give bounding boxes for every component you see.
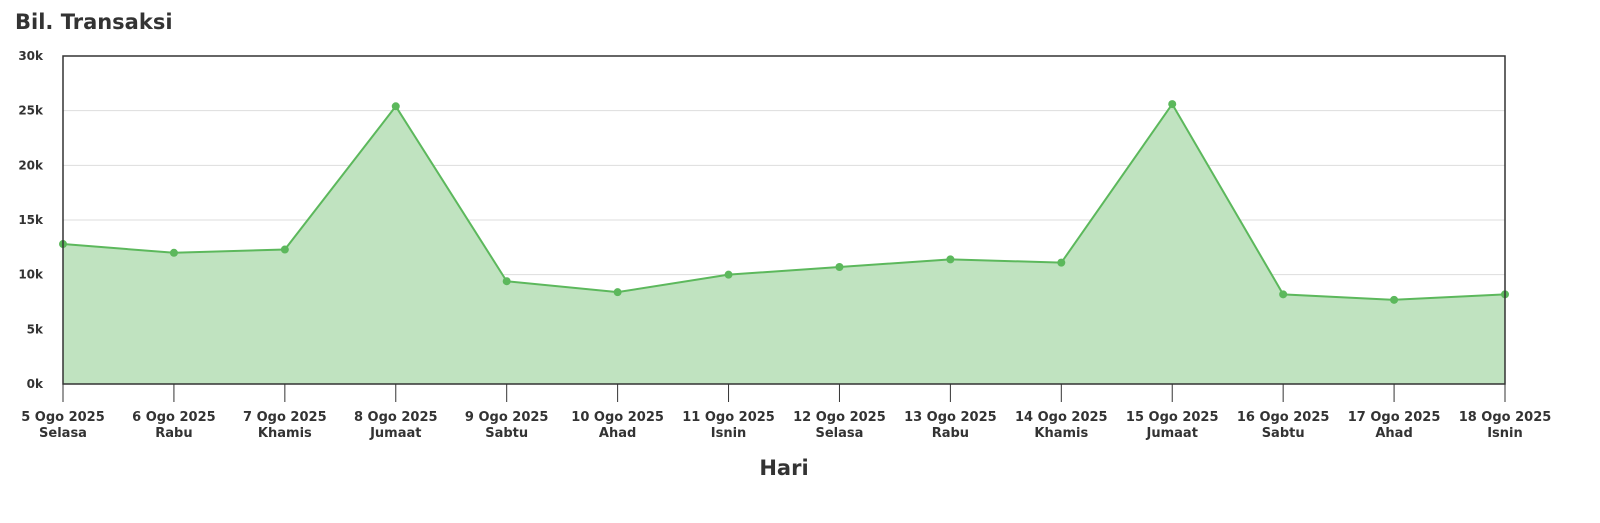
- x-tick-day: Selasa: [39, 426, 87, 441]
- area-fill: [63, 104, 1505, 385]
- x-tick-date: 15 Ogo 2025: [1126, 410, 1219, 425]
- y-axis: 0k 5k 10k 15k 20k 25k 30k: [18, 49, 44, 391]
- x-tick-date: 16 Ogo 2025: [1237, 410, 1330, 425]
- y-tick-label: 5k: [27, 322, 44, 336]
- y-tick-label: 20k: [18, 158, 44, 172]
- x-tick-day: Jumaat: [1146, 426, 1198, 441]
- data-point: [946, 255, 955, 264]
- x-tick-day: Ahad: [599, 426, 636, 441]
- data-point: [835, 263, 844, 272]
- data-points: [59, 100, 1509, 304]
- x-tick-date: 13 Ogo 2025: [904, 410, 997, 425]
- x-tick-date: 14 Ogo 2025: [1015, 410, 1108, 425]
- plot-frame: [62, 55, 1506, 385]
- y-tick-label: 0k: [27, 377, 44, 391]
- data-point: [724, 270, 733, 279]
- chart-title: Bil. Transaksi: [15, 10, 173, 34]
- x-tick-date: 7 Ogo 2025: [243, 410, 327, 425]
- x-tick-day: Ahad: [1375, 426, 1412, 441]
- y-tick-label: 25k: [18, 104, 44, 118]
- x-tick-day: Sabtu: [485, 426, 528, 441]
- x-tick-day: Khamis: [1034, 426, 1088, 441]
- data-point: [1390, 295, 1399, 304]
- x-tick-day: Rabu: [155, 426, 192, 441]
- series-line: [62, 102, 1506, 301]
- x-tick-date: 6 Ogo 2025: [132, 410, 216, 425]
- y-tick-label: 15k: [18, 213, 44, 227]
- data-point: [502, 277, 511, 286]
- data-point: [1279, 290, 1288, 299]
- data-point: [280, 245, 289, 254]
- x-tick-day: Rabu: [932, 426, 969, 441]
- x-tick-day: Sabtu: [1262, 426, 1305, 441]
- data-point: [169, 248, 178, 257]
- data-point: [1057, 258, 1066, 267]
- x-tick-date: 9 Ogo 2025: [465, 410, 549, 425]
- data-point: [391, 102, 400, 111]
- x-tick-day: Isnin: [1487, 426, 1523, 441]
- x-tick-date: 5 Ogo 2025: [21, 410, 105, 425]
- x-tick-date: 8 Ogo 2025: [354, 410, 438, 425]
- x-tick-date: 11 Ogo 2025: [682, 410, 775, 425]
- x-tick-day: Isnin: [711, 426, 747, 441]
- x-tick-day: Selasa: [816, 426, 864, 441]
- x-tick-day: Khamis: [258, 426, 312, 441]
- data-point: [613, 288, 622, 297]
- x-tick-date: 10 Ogo 2025: [571, 410, 664, 425]
- data-point: [1168, 100, 1177, 109]
- x-tick-date: 17 Ogo 2025: [1348, 410, 1441, 425]
- x-tick-day: Jumaat: [369, 426, 421, 441]
- y-tick-label: 10k: [18, 268, 44, 282]
- x-tick-date: 12 Ogo 2025: [793, 410, 886, 425]
- x-axis-title: Hari: [759, 456, 808, 480]
- y-tick-label: 30k: [18, 49, 44, 63]
- x-tick-date: 18 Ogo 2025: [1459, 410, 1552, 425]
